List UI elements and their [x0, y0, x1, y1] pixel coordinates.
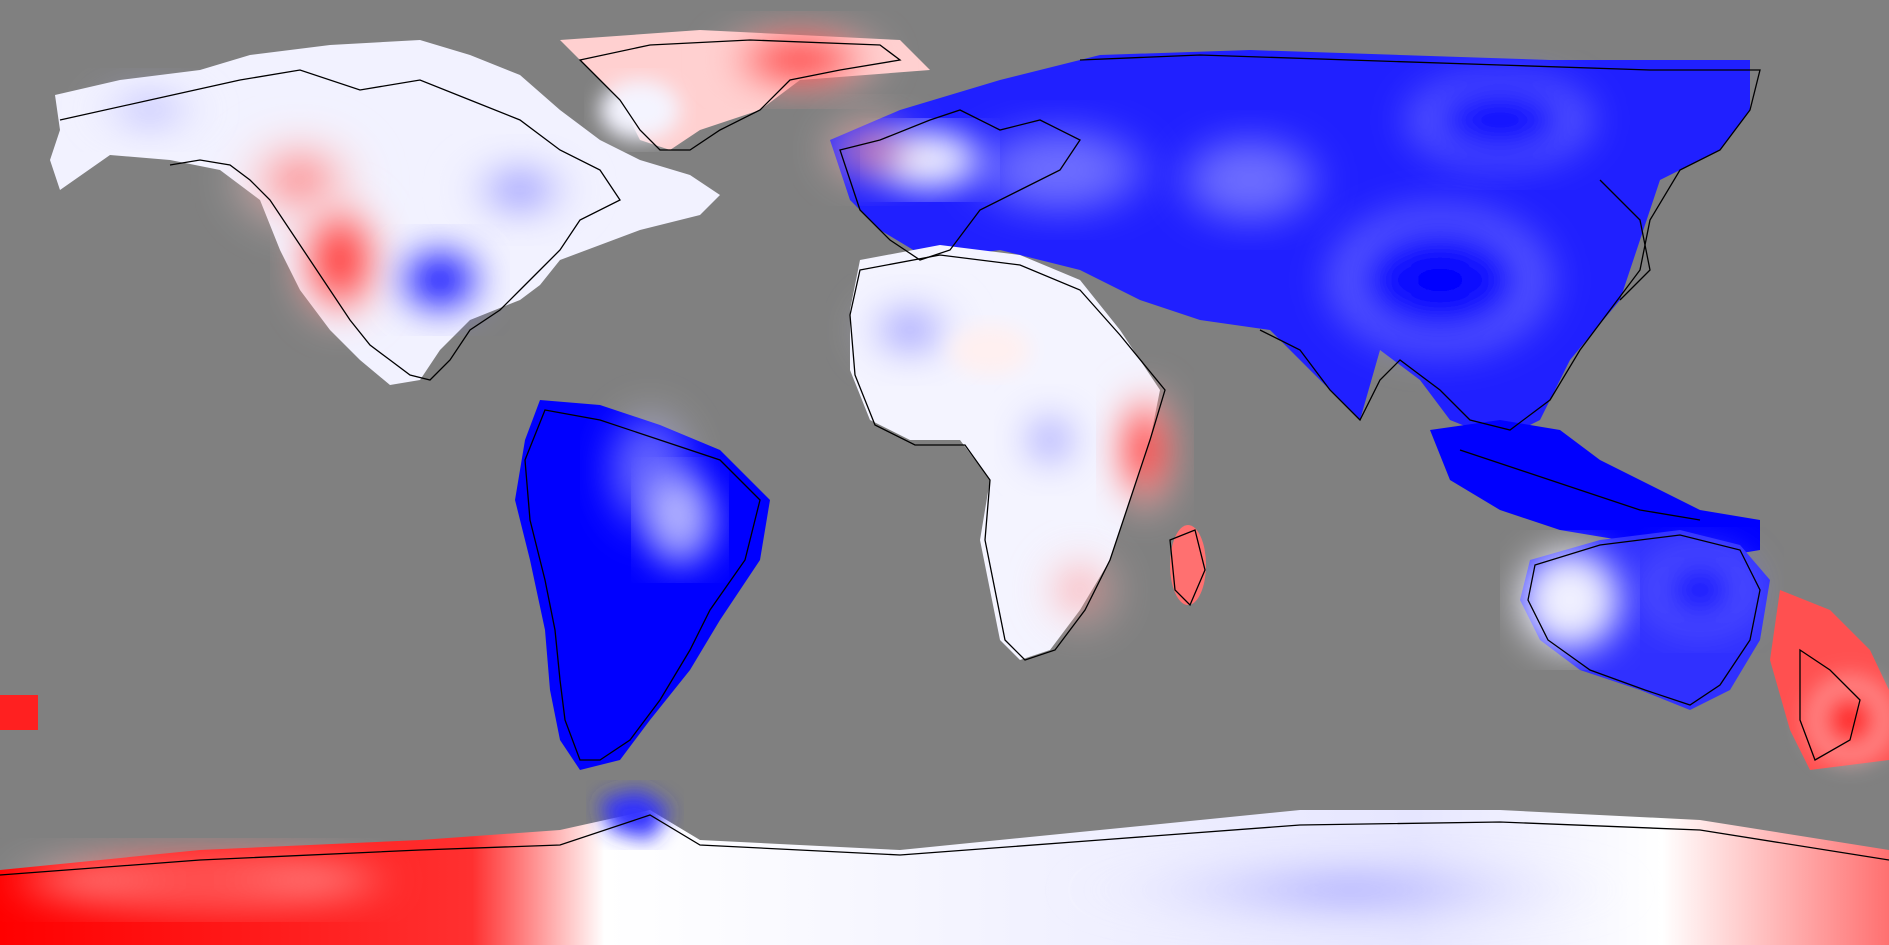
region-africa [850, 245, 1180, 660]
region-north-america [50, 40, 720, 385]
coastlines [0, 39, 1889, 876]
region-antarctica [0, 790, 1889, 945]
region-new-zealand [1770, 590, 1889, 770]
region-greenland [560, 25, 930, 150]
region-eurasia [830, 50, 1750, 440]
region-madagascar [1170, 525, 1206, 605]
region-south-pacific-patch [0, 695, 38, 730]
region-south-america [515, 400, 770, 770]
region-indonesia [1430, 420, 1760, 560]
region-north-atlantic [815, 110, 925, 190]
